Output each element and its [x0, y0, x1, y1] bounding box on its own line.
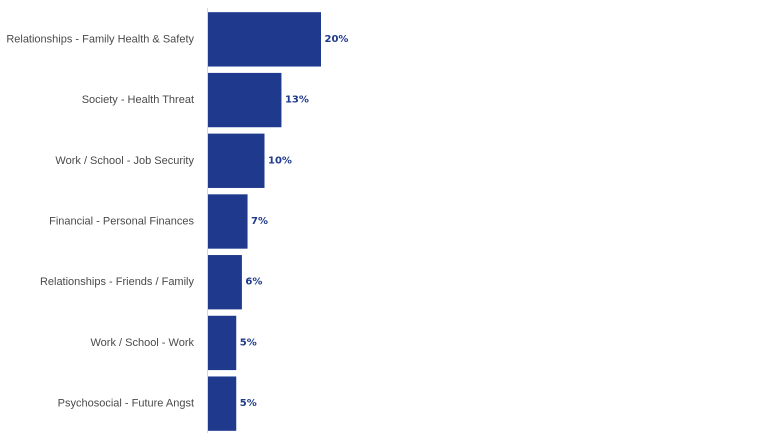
category-label-6: Psychosocial - Future Angst [58, 398, 194, 410]
value-label-0: 20% [325, 34, 349, 45]
category-label-0: Relationships - Family Health & Safety [6, 33, 194, 45]
labels-layer: Relationships - Family Health & Safety 20… [6, 33, 348, 409]
category-label-3: Financial - Personal Finances [49, 216, 194, 228]
value-label-6: 5% [240, 398, 257, 409]
value-label-2: 10% [268, 155, 292, 166]
value-label-5: 5% [240, 337, 257, 348]
category-label-5: Work / School - Work [90, 337, 194, 349]
bar-6 [208, 376, 237, 431]
bar-0 [208, 12, 321, 67]
value-label-4: 6% [245, 277, 262, 288]
bar-4 [208, 255, 242, 310]
bar-2 [208, 133, 265, 188]
bar-3 [208, 194, 248, 249]
category-label-1: Society - Health Threat [82, 94, 194, 106]
bar-5 [208, 315, 237, 371]
value-label-3: 7% [251, 216, 268, 227]
category-label-2: Work / School - Job Security [55, 155, 194, 167]
bars-layer [208, 12, 321, 431]
category-label-4: Relationships - Friends / Family [40, 276, 195, 288]
value-label-1: 13% [285, 95, 309, 106]
bar-1 [208, 72, 282, 128]
